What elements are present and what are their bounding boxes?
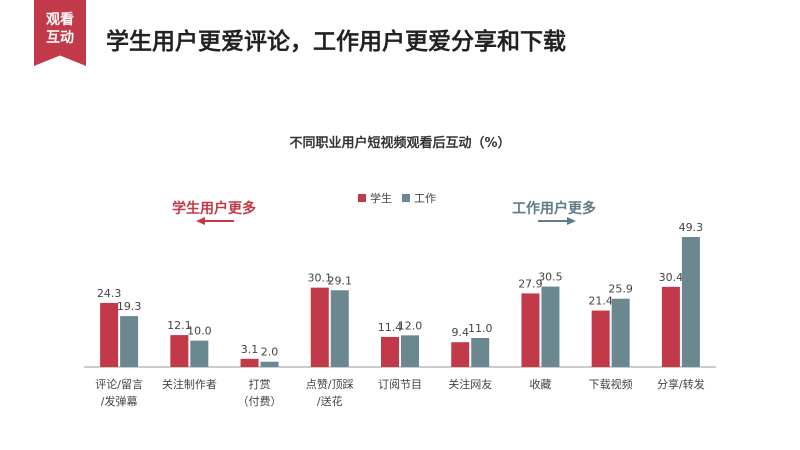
bar-student-4 xyxy=(381,336,399,367)
bar-work-4 xyxy=(401,335,419,367)
badge-line-1: 观看 xyxy=(46,12,74,28)
category-label-8-0: 分享/转发 xyxy=(657,377,705,391)
legend-item-student: 学生 xyxy=(358,190,392,206)
value-label-student-0: 24.3 xyxy=(97,287,122,300)
chart-title: 不同职业用户短视频观看后互动（%） xyxy=(289,136,511,151)
value-label-student-3: 30.1 xyxy=(308,272,333,285)
bar-work-6 xyxy=(541,286,560,367)
value-label-work-3: 29.1 xyxy=(328,274,353,287)
category-label-3-1: /送花 xyxy=(317,394,343,408)
value-label-work-7: 25.9 xyxy=(608,283,633,296)
value-label-work-6: 30.5 xyxy=(538,271,563,284)
category-label-0-0: 评论/留言 xyxy=(95,377,143,391)
legend-label-work: 工作 xyxy=(414,192,436,205)
value-label-student-8: 30.4 xyxy=(659,271,684,284)
category-label-2-0: 打赏 xyxy=(249,377,271,391)
category-label-3-0: 点赞/顶踩 xyxy=(306,378,354,391)
category-label-0-1: /发弹幕 xyxy=(101,394,138,408)
note-work-more: 工作用户更多 xyxy=(512,201,596,217)
bar-work-8 xyxy=(681,237,700,367)
value-label-student-2: 3.1 xyxy=(241,343,259,356)
value-label-work-0: 19.3 xyxy=(117,300,142,313)
right-arrow-icon xyxy=(538,217,576,225)
value-label-work-8: 49.3 xyxy=(679,221,704,234)
left-arrow-icon xyxy=(196,217,234,225)
bar-student-5 xyxy=(451,342,470,367)
legend-label-student: 学生 xyxy=(370,192,392,205)
value-label-student-7: 21.4 xyxy=(588,295,613,308)
legend-item-work: 工作 xyxy=(402,190,436,206)
note-student-more: 学生用户更多 xyxy=(172,201,256,217)
value-label-work-4: 12.0 xyxy=(398,319,423,332)
bar-student-2 xyxy=(240,358,259,367)
bar-work-5 xyxy=(471,337,490,367)
category-label-2-1: （付费） xyxy=(238,395,282,408)
chart-legend: 学生 工作 xyxy=(358,190,446,206)
badge-line-2: 互动 xyxy=(46,30,74,46)
bar-student-8 xyxy=(661,286,680,367)
section-badge: 观看 互动 xyxy=(34,0,86,66)
legend-swatch-work xyxy=(402,194,410,202)
value-label-student-1: 12.1 xyxy=(167,319,192,332)
value-label-work-2: 2.0 xyxy=(261,346,279,359)
bar-work-7 xyxy=(611,298,630,367)
bar-student-6 xyxy=(521,293,540,367)
category-label-7-0: 下载视频 xyxy=(589,377,633,391)
page-title: 学生用户更爱评论，工作用户更爱分享和下载 xyxy=(106,29,566,55)
bar-work-3 xyxy=(330,290,349,367)
bar-student-7 xyxy=(591,310,610,367)
value-label-work-5: 11.0 xyxy=(468,322,493,335)
bar-work-1 xyxy=(190,340,209,367)
bar-student-3 xyxy=(310,287,329,367)
bar-student-1 xyxy=(170,335,189,367)
category-label-4-0: 订阅节目 xyxy=(378,378,422,391)
legend-swatch-student xyxy=(358,194,366,202)
category-label-1-0: 关注制作者 xyxy=(162,377,217,391)
value-label-student-6: 27.9 xyxy=(518,277,543,290)
bar-work-0 xyxy=(120,316,139,367)
bar-student-0 xyxy=(100,302,119,367)
category-label-5-0: 关注网友 xyxy=(448,377,492,391)
value-label-student-5: 9.4 xyxy=(451,326,469,339)
bar-work-2 xyxy=(260,361,279,367)
value-label-student-4: 11.4 xyxy=(378,321,403,334)
value-label-work-1: 10.0 xyxy=(187,325,212,338)
category-label-6-0: 收藏 xyxy=(529,377,551,391)
